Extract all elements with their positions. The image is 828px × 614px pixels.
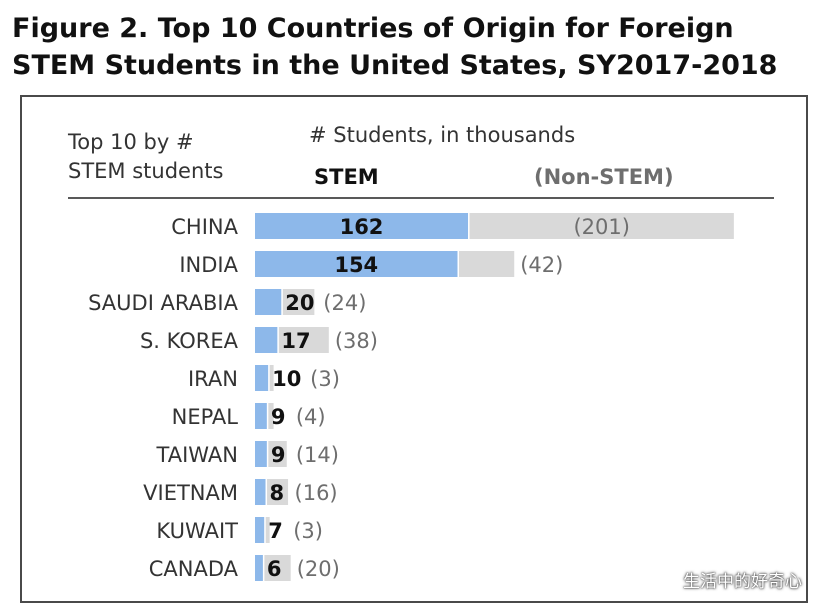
row-header-line-2: STEM students (68, 159, 223, 183)
stem-value-label: 20 (285, 291, 314, 315)
category-label: INDIA (179, 253, 238, 277)
stem-value-label: 8 (270, 481, 285, 505)
non-stem-bar (268, 441, 287, 467)
stem-value-label: 154 (334, 253, 378, 277)
non-stem-bar (278, 327, 329, 353)
stem-value-label: 6 (267, 557, 282, 581)
stem-bar (255, 251, 458, 277)
non-stem-bar (459, 251, 515, 277)
non-stem-value-label: (24) (323, 291, 366, 315)
stem-value-label: 9 (271, 405, 286, 429)
non-stem-bar (269, 365, 274, 391)
category-label: S. KOREA (140, 329, 239, 353)
category-label: CANADA (149, 557, 239, 581)
non-stem-value-label: (3) (310, 367, 340, 391)
category-label: SAUDI ARABIA (88, 291, 239, 315)
figure-title-line-1: Figure 2. Top 10 Countries of Origin for… (12, 13, 734, 44)
category-label: NEPAL (172, 405, 239, 429)
non-stem-value-label: (3) (293, 519, 323, 543)
non-stem-value-label: (20) (297, 557, 340, 581)
stem-series-header: STEM (314, 165, 379, 189)
non-stem-value-label: (14) (296, 443, 339, 467)
stem-bar (255, 517, 265, 543)
watermark: 生活中的好奇心 (657, 567, 802, 592)
chart-panel: Top 10 by # STEM students # Students, in t… (20, 95, 808, 603)
units-label: # Students, in thousands (309, 123, 575, 147)
non-stem-value-label: (16) (295, 481, 338, 505)
non-stem-value-label: (38) (335, 329, 378, 353)
stem-bar (255, 289, 282, 315)
figure-title: Figure 2. Top 10 Countries of Origin for… (12, 10, 822, 84)
category-label: TAIWAN (156, 443, 238, 467)
non-stem-value-label: (42) (520, 253, 563, 277)
stem-bar (255, 365, 269, 391)
bar-chart: Top 10 by # STEM students # Students, in t… (67, 123, 774, 581)
non-stem-bar (264, 555, 291, 581)
watermark-text: 生活中的好奇心 (683, 572, 802, 592)
non-stem-value-label: (4) (296, 405, 326, 429)
stem-value-label: 17 (281, 329, 310, 353)
non-stem-bar (267, 479, 289, 505)
non-stem-bar (268, 403, 274, 429)
stem-value-label: 7 (268, 519, 283, 543)
stem-value-label: 162 (340, 215, 384, 239)
stem-bar (255, 479, 266, 505)
category-label: KUWAIT (156, 519, 238, 543)
stem-bar (255, 213, 469, 239)
non-stem-series-header: (Non-STEM) (534, 165, 674, 189)
category-label: CHINA (171, 215, 238, 239)
stem-value-label: 10 (272, 367, 301, 391)
figure-title-line-2: STEM Students in the United States, SY20… (12, 50, 778, 81)
stem-bar (255, 555, 263, 581)
stem-bar (255, 403, 267, 429)
non-stem-value-label: (201) (573, 215, 629, 239)
non-stem-bar (282, 289, 315, 315)
category-label: VIETNAM (143, 481, 238, 505)
non-stem-bar (265, 517, 270, 543)
stem-bar (255, 441, 267, 467)
chat-bubble-icon (657, 571, 679, 588)
non-stem-bar (469, 213, 734, 239)
category-label: IRAN (188, 367, 238, 391)
row-header-line-1: Top 10 by # (67, 130, 194, 154)
stem-bar (255, 327, 278, 353)
stem-value-label: 9 (271, 443, 286, 467)
